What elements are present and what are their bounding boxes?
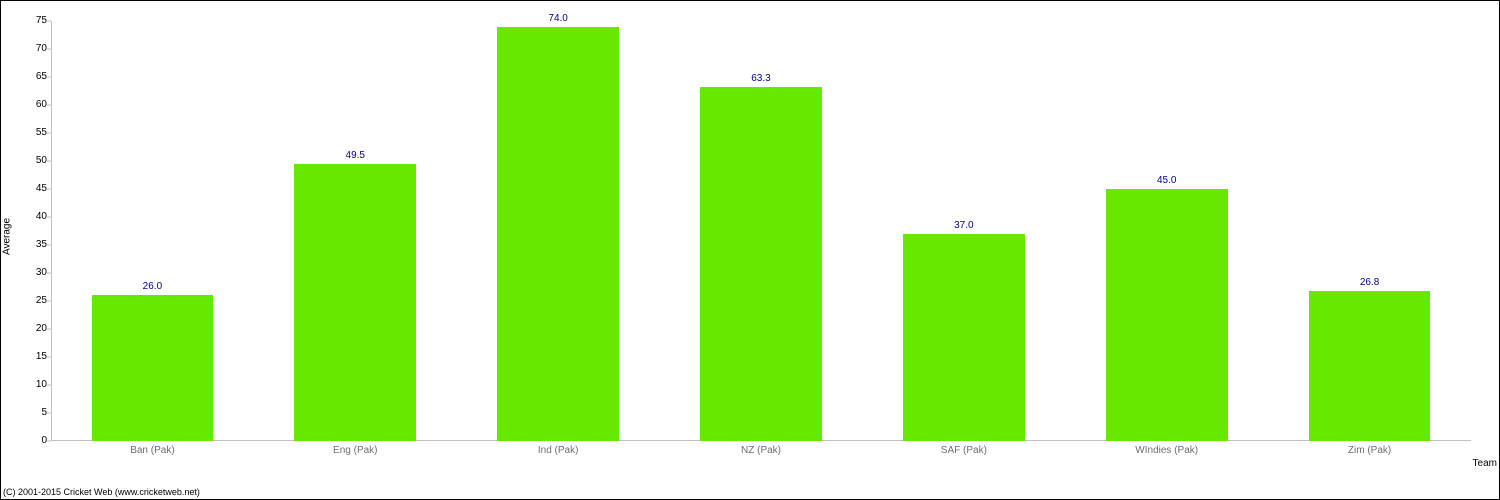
bars-group: 26.0Ban (Pak)49.5Eng (Pak)74.0Ind (Pak)6…	[51, 21, 1471, 441]
y-tick-label: 50	[23, 156, 47, 166]
y-tick-label: 35	[23, 240, 47, 250]
y-tick-label: 45	[23, 184, 47, 194]
y-tick-label: 70	[23, 44, 47, 54]
bar: 63.3	[700, 87, 822, 441]
bar: 26.0	[92, 295, 214, 441]
plot-area: 051015202530354045505560657075 Average 2…	[51, 21, 1471, 441]
y-tick-label: 5	[23, 408, 47, 418]
y-tick-label: 65	[23, 72, 47, 82]
x-tick-label: Zim (Pak)	[1348, 445, 1391, 456]
y-tick-label: 40	[23, 212, 47, 222]
x-tick-label: Ban (Pak)	[130, 445, 174, 456]
bar: 26.8	[1309, 291, 1431, 441]
y-tick-label: 15	[23, 352, 47, 362]
bar: 74.0	[497, 27, 619, 441]
x-tick-label: WIndies (Pak)	[1135, 445, 1198, 456]
x-tick-label: NZ (Pak)	[741, 445, 781, 456]
bar-value-label: 45.0	[1157, 175, 1176, 186]
bar-value-label: 63.3	[751, 73, 770, 84]
x-tick-label: Ind (Pak)	[538, 445, 579, 456]
x-tick-label: SAF (Pak)	[941, 445, 987, 456]
y-tick-label: 55	[23, 128, 47, 138]
bar-value-label: 49.5	[346, 150, 365, 161]
bar: 37.0	[903, 234, 1025, 441]
chart-container: 0 5 10 15 20 25 30 35 40 45 50 55 60 65 70 75 Average 2…	[0, 0, 1500, 500]
y-tick-label: 10	[23, 380, 47, 390]
y-tick-label: 0	[23, 436, 47, 446]
y-tick-label: 20	[23, 324, 47, 334]
y-tick-label: 30	[23, 268, 47, 278]
y-axis-label: Average	[2, 218, 13, 255]
x-axis-label: Team	[1473, 458, 1497, 469]
bar: 49.5	[294, 164, 416, 441]
y-tick-label: 75	[23, 16, 47, 26]
bar: 45.0	[1106, 189, 1228, 441]
footer-text: (C) 2001-2015 Cricket Web (www.cricketwe…	[3, 487, 200, 497]
x-tick-label: Eng (Pak)	[333, 445, 377, 456]
bar-value-label: 26.0	[143, 281, 162, 292]
bar-value-label: 26.8	[1360, 277, 1379, 288]
y-tick-label: 60	[23, 100, 47, 110]
bar-value-label: 37.0	[954, 220, 973, 231]
y-tick-label: 25	[23, 296, 47, 306]
bar-value-label: 74.0	[548, 13, 567, 24]
